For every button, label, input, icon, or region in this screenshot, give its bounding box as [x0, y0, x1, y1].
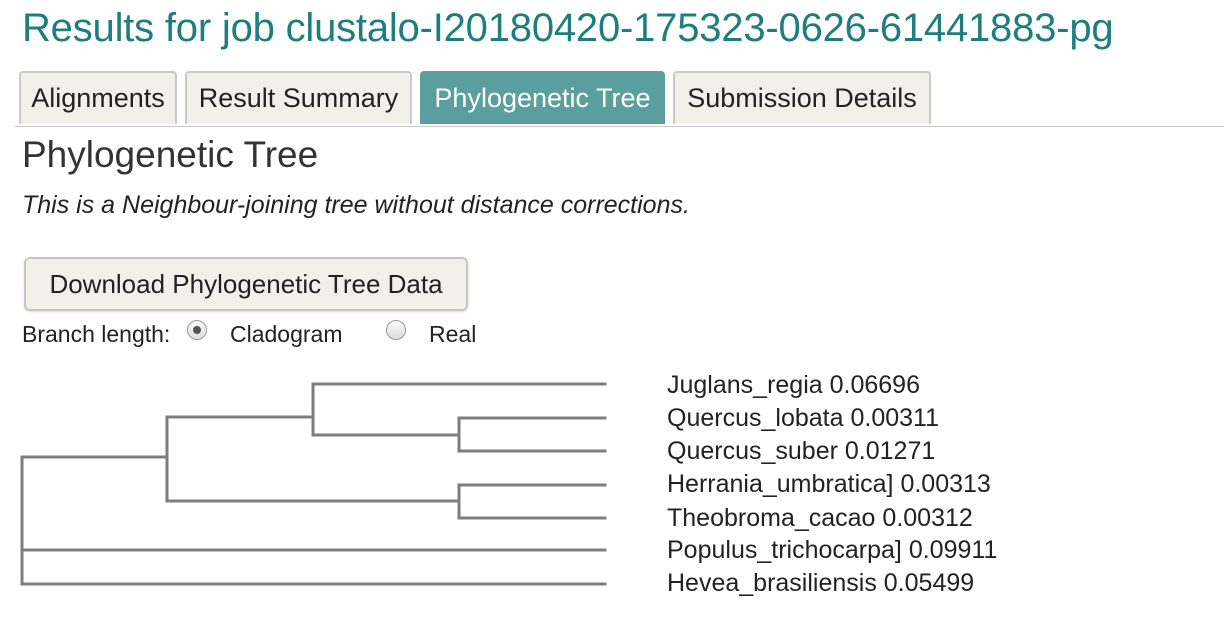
tree-leaf-labels: Juglans_regia 0.06696 Quercus_lobata 0.0… — [667, 371, 997, 597]
cladogram-radio[interactable] — [187, 320, 207, 340]
tab-result-summary[interactable]: Result Summary — [185, 71, 412, 124]
real-radio[interactable] — [386, 320, 406, 340]
branch-length-label: Branch length: — [22, 321, 171, 347]
tab-phylogenetic-tree[interactable]: Phylogenetic Tree — [420, 71, 665, 124]
leaf-label: Hevea_brasiliensis 0.05499 — [667, 569, 974, 597]
leaf-label: Theobroma_cacao 0.00312 — [667, 504, 973, 532]
tree-description: This is a Neighbour-joining tree without… — [22, 191, 690, 219]
cladogram-label[interactable]: Cladogram — [230, 321, 343, 347]
tab-submission-details[interactable]: Submission Details — [673, 71, 931, 124]
tab-alignments[interactable]: Alignments — [19, 71, 177, 124]
job-title: Results for job clustalo-I20180420-17532… — [22, 6, 1114, 50]
real-label[interactable]: Real — [429, 321, 477, 347]
tree-branches — [20, 382, 607, 586]
leaf-label: Populus_trichocarpa] 0.09911 — [667, 536, 997, 564]
section-title: Phylogenetic Tree — [22, 134, 319, 175]
result-tabs: Alignments Result Summary Phylogenetic T… — [15, 71, 1224, 127]
leaf-label: Herrania_umbratica] 0.00313 — [667, 470, 991, 498]
leaf-label: Quercus_suber 0.01271 — [667, 437, 935, 465]
phylogenetic-tree: Juglans_regia 0.06696 Quercus_lobata 0.0… — [20, 371, 997, 597]
download-tree-button[interactable]: Download Phylogenetic Tree Data — [24, 257, 468, 311]
leaf-label: Quercus_lobata 0.00311 — [667, 404, 939, 432]
leaf-label: Juglans_regia 0.06696 — [667, 371, 920, 399]
